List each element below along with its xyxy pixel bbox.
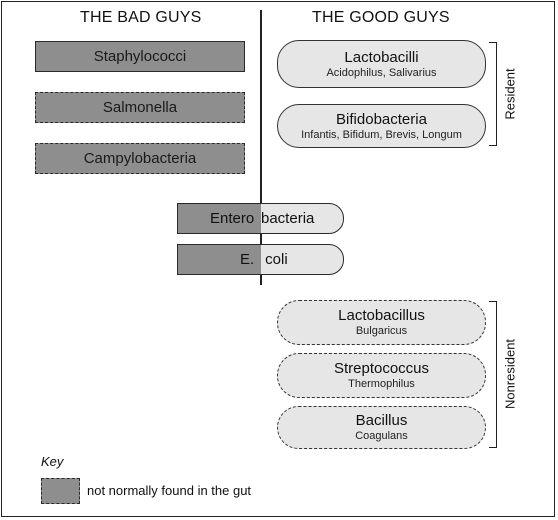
split-label-good-part: bacteria [261,210,315,227]
good-pill-bacillus: Bacillus Coagulans [277,406,486,449]
resident-label: Resident [502,68,518,120]
good-pill-streptococcus: Streptococcus Thermophilus [277,353,486,398]
bad-box-campylobacteria: Campylobacteria [35,143,245,174]
bad-box-label: Campylobacteria [83,150,197,167]
good-pill-name: Lactobacillus [338,307,425,324]
good-pill-name: Bacillus [355,412,408,429]
good-pill-name: Bifidobacteria [336,110,427,128]
column-divider [260,10,262,285]
nonresident-bracket [489,301,497,448]
good-pill-lactobacillus: Lactobacillus Bulgaricus [277,300,486,345]
good-pill-strains: Bulgaricus [355,325,408,337]
split-label-bad-part: Entero [210,210,255,227]
split-label-good-part: coli [261,251,288,268]
bad-box-salmonella: Salmonella [35,92,245,123]
good-pill-strains: Infantis, Bifidum, Brevis, Longum [301,128,462,141]
split-label-bad-part: E. [240,251,255,268]
good-pill-name: Lactobacilli [344,48,419,66]
key-swatch [41,478,80,504]
split-box-e-coli: E. coli [177,244,344,275]
good-pill-strains: Coagulans [355,430,408,442]
good-pill-lactobacilli: Lactobacilli Acidophilus, Salivarius [277,40,486,88]
bad-box-label: Salmonella [102,99,178,116]
bad-box-staphylococci: Staphylococci [35,41,245,72]
split-box-enterobacteria: Entero bacteria [177,203,344,234]
good-guys-heading: THE GOOD GUYS [312,9,450,26]
good-pill-strains: Thermophilus [348,378,415,390]
good-pill-name: Streptococcus [333,360,430,377]
good-pill-strains: Acidophilus, Salivarius [326,66,437,79]
key-title: Key [41,454,64,469]
nonresident-label: Nonresident [502,338,518,410]
good-pill-bifidobacteria: Bifidobacteria Infantis, Bifidum, Brevis… [277,104,486,148]
bad-guys-heading: THE BAD GUYS [80,9,202,26]
key-label: not normally found in the gut [87,483,252,498]
resident-bracket [489,42,497,146]
bad-box-label: Staphylococci [93,48,187,65]
